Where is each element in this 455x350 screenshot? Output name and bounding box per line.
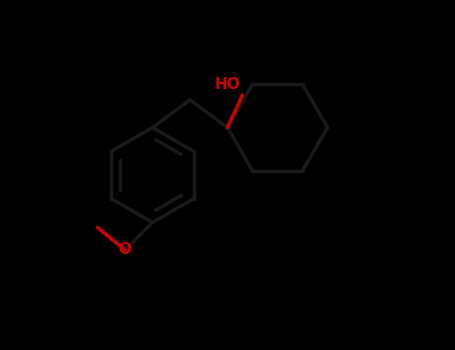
Text: HO: HO <box>214 77 240 91</box>
Text: O: O <box>118 243 131 258</box>
